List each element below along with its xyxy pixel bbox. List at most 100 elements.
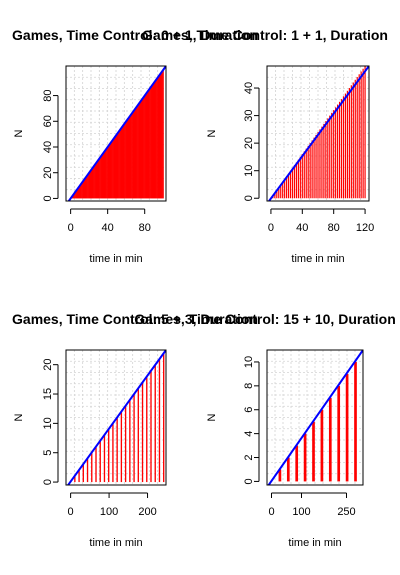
bar: [305, 148, 307, 199]
bar: [85, 176, 87, 199]
y-tick-label: 0: [42, 479, 54, 485]
bar: [128, 117, 130, 199]
y-tick-label: 20: [42, 167, 54, 179]
y-tick-label: 10: [42, 417, 54, 429]
bar: [286, 176, 288, 199]
bar: [89, 171, 91, 199]
bar: [117, 132, 119, 199]
plot-frame: [266, 65, 370, 202]
bar: [123, 123, 125, 199]
bar: [88, 172, 90, 199]
bar: [140, 100, 142, 199]
bar: [78, 470, 80, 483]
bar: [92, 167, 94, 199]
bar: [100, 156, 102, 199]
bar: [289, 170, 292, 199]
bar: [362, 68, 364, 199]
y-axis-label: N: [13, 413, 25, 421]
bar: [301, 154, 303, 199]
y-tick-label: 4: [243, 431, 255, 437]
bar: [124, 122, 126, 199]
bar: [303, 433, 307, 482]
bar: [133, 394, 135, 483]
bar: [133, 109, 136, 199]
bar: [159, 73, 162, 199]
bar: [354, 79, 356, 199]
bar: [163, 352, 165, 483]
bar: [136, 105, 138, 199]
plot-frame: [65, 65, 167, 202]
bar: [323, 123, 325, 199]
bar: [155, 80, 157, 199]
bar: [327, 118, 329, 199]
bar: [291, 167, 294, 199]
bar-series: [272, 66, 366, 199]
y-tick-label: 6: [243, 407, 255, 413]
chart-panel-1: 0 40 80 0 20 40 60 80 time in min N Games, Time Co…: [12, 27, 258, 265]
bar: [313, 137, 315, 199]
bar: [125, 121, 127, 199]
bar: [295, 162, 298, 199]
bar: [154, 81, 156, 199]
bar: [152, 84, 154, 199]
bar: [75, 190, 77, 199]
x-axis-label: time in min: [89, 537, 142, 549]
bar: [99, 157, 101, 199]
bar: [338, 101, 341, 199]
bar: [112, 423, 114, 483]
bar: [120, 127, 123, 199]
y-tick-label: 0: [243, 478, 255, 484]
bar: [331, 112, 333, 199]
y-tick-label: 20: [42, 359, 54, 371]
bar: [149, 87, 151, 199]
bar: [116, 134, 118, 199]
bar: [114, 136, 116, 199]
bar: [119, 130, 121, 199]
bar: [312, 421, 315, 482]
bar: [344, 93, 347, 199]
bar: [147, 90, 150, 199]
x-tick-label: 40: [102, 222, 114, 234]
plot-frame: [266, 349, 364, 486]
y-tick-label: 5: [42, 450, 54, 456]
x-tick-label: 200: [138, 506, 156, 518]
bar: [274, 192, 276, 199]
bar: [90, 170, 92, 199]
bar: [151, 85, 153, 199]
bar: [157, 76, 160, 199]
reference-line: [67, 66, 166, 201]
y-tick-label: 15: [42, 388, 54, 400]
bar: [109, 143, 112, 199]
bar: [103, 152, 105, 199]
bar: [145, 93, 148, 199]
bar: [150, 86, 152, 199]
x-tick-label: 0: [68, 222, 74, 234]
bar: [141, 99, 143, 199]
x-tick-label: 0: [68, 506, 74, 518]
bar: [94, 165, 96, 199]
bar: [156, 78, 158, 199]
bar: [329, 115, 331, 199]
y-axis-label: N: [206, 413, 218, 421]
bar: [84, 177, 87, 199]
bar: [319, 129, 321, 199]
bar: [333, 110, 335, 199]
bar: [340, 99, 343, 199]
bar: [87, 174, 89, 199]
y-tick-label: 2: [243, 454, 255, 460]
bar: [335, 107, 337, 199]
x-tick-label: 100: [100, 506, 118, 518]
reference-line: [267, 350, 363, 485]
bar: [73, 193, 75, 199]
x-axis-label: time in min: [288, 537, 341, 549]
bar: [276, 189, 278, 199]
bar: [118, 131, 120, 199]
bar: [93, 166, 95, 199]
bar: [158, 75, 161, 199]
bar: [328, 397, 332, 482]
chart-title: Games, Time Control: 0 + 1, Duration: [12, 27, 258, 43]
bar: [106, 148, 108, 199]
bar: [108, 144, 111, 199]
bar: [115, 135, 117, 199]
bar: [342, 96, 345, 199]
